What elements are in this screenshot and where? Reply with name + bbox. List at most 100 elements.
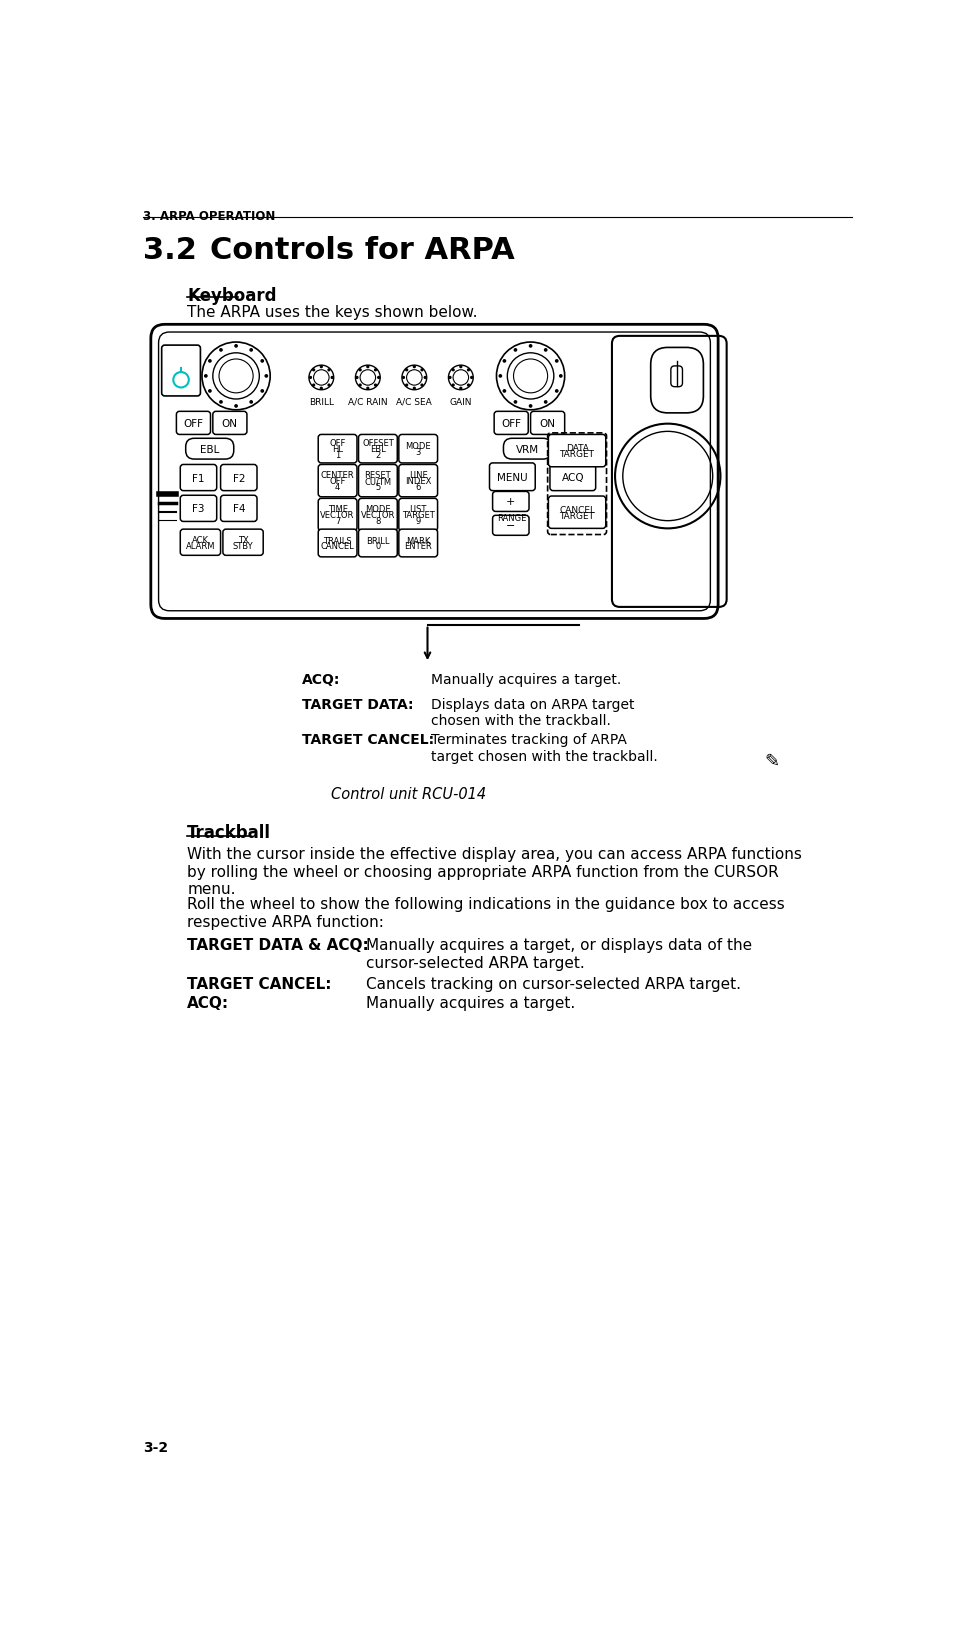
Circle shape (424, 377, 426, 379)
Text: MODE: MODE (405, 442, 431, 450)
FancyBboxPatch shape (181, 465, 217, 491)
Text: 2: 2 (375, 450, 381, 460)
Circle shape (421, 370, 423, 372)
Text: 6: 6 (416, 483, 420, 491)
Text: A/C SEA: A/C SEA (396, 398, 432, 406)
Text: ALARM: ALARM (185, 542, 216, 550)
Text: 0: 0 (375, 542, 381, 552)
Text: 8: 8 (375, 516, 381, 526)
Circle shape (235, 405, 237, 408)
Circle shape (460, 367, 462, 369)
Text: ACQ:: ACQ: (302, 672, 340, 687)
Text: 3-2: 3-2 (143, 1439, 168, 1454)
Circle shape (313, 385, 315, 387)
Text: RANGE: RANGE (497, 514, 526, 522)
FancyBboxPatch shape (358, 530, 397, 558)
FancyBboxPatch shape (399, 499, 438, 532)
Circle shape (250, 401, 252, 403)
Text: TARGET: TARGET (559, 511, 594, 521)
Circle shape (529, 346, 532, 348)
Circle shape (421, 385, 423, 387)
Text: CANCEL: CANCEL (320, 542, 354, 552)
Circle shape (328, 370, 330, 372)
FancyBboxPatch shape (503, 439, 552, 460)
Text: 3. ARPA OPERATION: 3. ARPA OPERATION (143, 209, 276, 222)
Text: TARGET: TARGET (402, 511, 435, 519)
Text: Displays data on ARPA target
chosen with the trackball.: Displays data on ARPA target chosen with… (431, 697, 635, 728)
Circle shape (449, 377, 451, 379)
FancyBboxPatch shape (549, 436, 606, 467)
FancyBboxPatch shape (220, 465, 257, 491)
Text: ON: ON (540, 419, 555, 429)
Text: F2: F2 (232, 473, 245, 483)
Circle shape (545, 401, 547, 403)
Circle shape (515, 349, 517, 353)
Circle shape (375, 370, 377, 372)
Text: Keyboard: Keyboard (187, 287, 277, 305)
Text: F4: F4 (232, 504, 245, 514)
Text: +: + (506, 498, 516, 508)
Circle shape (471, 377, 473, 379)
Text: TARGET: TARGET (559, 450, 594, 459)
Text: 5: 5 (375, 483, 381, 491)
Text: BRILL: BRILL (366, 537, 389, 545)
Text: −: − (506, 521, 516, 530)
Circle shape (219, 401, 222, 403)
FancyBboxPatch shape (530, 411, 565, 436)
Text: RESET: RESET (364, 472, 391, 480)
FancyBboxPatch shape (213, 411, 247, 436)
Text: TRAILS: TRAILS (323, 537, 352, 545)
Text: MARK: MARK (406, 537, 430, 545)
Text: Terminates tracking of ARPA
target chosen with the trackball.: Terminates tracking of ARPA target chose… (431, 733, 658, 764)
Text: LINE: LINE (409, 472, 427, 480)
Circle shape (414, 388, 416, 390)
Circle shape (359, 385, 361, 387)
Text: 7: 7 (335, 516, 340, 526)
Text: Cancels tracking on cursor-selected ARPA target.: Cancels tracking on cursor-selected ARPA… (365, 976, 741, 991)
Circle shape (310, 377, 312, 379)
Text: CU/TM: CU/TM (364, 477, 391, 486)
Circle shape (468, 385, 469, 387)
Text: MENU: MENU (497, 473, 527, 483)
Text: 3: 3 (416, 447, 420, 457)
Circle shape (503, 390, 506, 393)
Circle shape (320, 367, 322, 369)
Text: MODE: MODE (365, 504, 390, 514)
Circle shape (460, 388, 462, 390)
Text: OFFSET: OFFSET (362, 439, 394, 449)
FancyBboxPatch shape (492, 516, 529, 535)
FancyBboxPatch shape (494, 411, 528, 436)
FancyBboxPatch shape (181, 530, 220, 557)
Text: VECTOR: VECTOR (320, 511, 354, 519)
Circle shape (555, 390, 558, 393)
Text: Control unit RCU-014: Control unit RCU-014 (330, 787, 486, 801)
Text: Manually acquires a target, or displays data of the
cursor-selected ARPA target.: Manually acquires a target, or displays … (365, 938, 752, 969)
Text: TX: TX (238, 535, 249, 545)
Circle shape (313, 370, 315, 372)
Text: OFF: OFF (184, 419, 204, 429)
Text: TARGET CANCEL:: TARGET CANCEL: (302, 733, 434, 747)
Text: OFF: OFF (329, 439, 346, 449)
Circle shape (261, 361, 263, 362)
Circle shape (367, 367, 369, 369)
Circle shape (209, 390, 211, 393)
Circle shape (205, 375, 207, 379)
Text: ON: ON (222, 419, 238, 429)
Text: 1: 1 (335, 450, 340, 460)
Circle shape (468, 370, 469, 372)
FancyBboxPatch shape (318, 465, 357, 498)
FancyBboxPatch shape (318, 499, 357, 532)
FancyBboxPatch shape (399, 530, 438, 558)
Circle shape (359, 370, 361, 372)
Text: STBY: STBY (233, 542, 253, 550)
Text: The ARPA uses the keys shown below.: The ARPA uses the keys shown below. (187, 305, 478, 320)
FancyBboxPatch shape (318, 436, 357, 463)
Text: EBL: EBL (200, 444, 219, 454)
Circle shape (219, 349, 222, 353)
Text: OFF: OFF (329, 477, 346, 486)
Circle shape (559, 375, 562, 379)
Circle shape (235, 346, 237, 348)
Circle shape (503, 361, 506, 362)
Circle shape (328, 385, 330, 387)
Text: OFF: OFF (501, 419, 521, 429)
